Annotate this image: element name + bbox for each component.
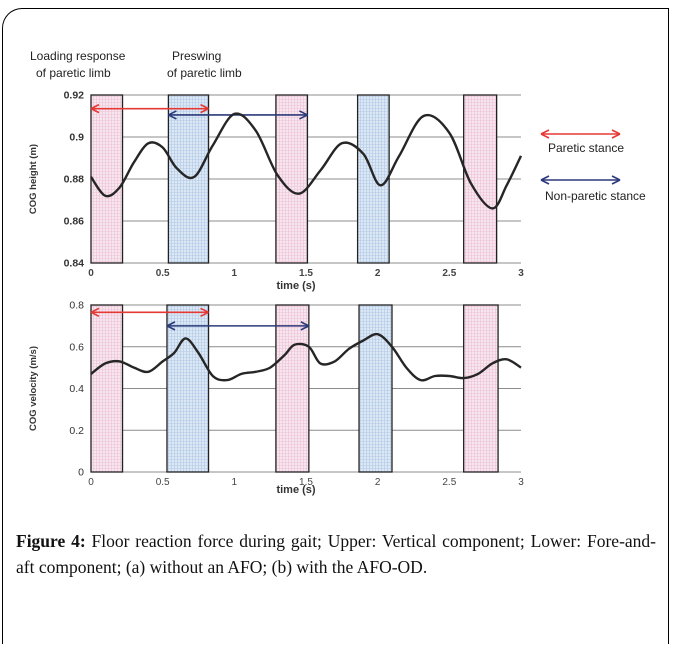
x-tick-label: 1 [232, 477, 238, 488]
y-tick-label: 0.88 [64, 174, 85, 186]
nonparetic-stance-arrow-head-right [299, 110, 308, 120]
x-tick-label: 2 [375, 477, 381, 488]
paretic-stance-arrow-head-right [200, 103, 209, 114]
x-tick-label: 3 [518, 268, 524, 279]
nonparetic-stance-arrow-head-left [166, 321, 176, 331]
y-tick-label: 0.6 [69, 341, 84, 353]
figure-panel [2, 8, 669, 644]
x-tick-label: 0 [88, 477, 94, 488]
y-tick-label: 0.84 [64, 258, 85, 270]
legend-paretic-head-right [611, 129, 621, 139]
series-line [90, 112, 523, 210]
figure-caption: Figure 4: Floor reaction force during ga… [16, 528, 656, 580]
series-line [90, 332, 522, 382]
nonparetic-stance-arrow [168, 110, 308, 120]
figure-chart: 0.84 0.86 0.88 0.9 0.92 0 0.5 1 1.5 2 2.5 3 time (s)… [28, 49, 646, 497]
loading-phase-band [90, 94, 124, 264]
legend-nonparetic-arrow [540, 175, 621, 185]
legend-paretic-head-left [540, 129, 550, 139]
y-tick-label: 0.92 [64, 90, 85, 102]
preswing-phase-band [166, 304, 210, 473]
legend-paretic-label: Paretic stance [548, 141, 624, 155]
caption-label: Figure 4: [16, 531, 86, 551]
legend: Paretic stance Non-paretic stance [540, 129, 646, 203]
x-axis-label: time (s) [276, 280, 315, 292]
y-tick-label: 0 [78, 467, 84, 479]
preswing-phase-band [167, 94, 210, 264]
x-tick-label: 1 [232, 268, 238, 279]
legend-nonparetic-label: Non-paretic stance [545, 189, 646, 203]
y-axis-label: COG height (m) [28, 144, 39, 214]
x-tick-label: 0 [88, 268, 94, 279]
paretic-stance-arrow [90, 103, 209, 114]
loading-phase-band [463, 304, 499, 473]
caption-text: Floor reaction force during gait; Upper:… [16, 531, 656, 577]
loading-response-label-line1: Loading response [30, 49, 126, 63]
legend-nonparetic-head-right [611, 175, 621, 185]
y-tick-label: 0.86 [64, 216, 85, 228]
y-tick-label: 0.2 [69, 425, 84, 437]
x-tick-label: 2.5 [442, 477, 456, 488]
y-tick-label: 0.4 [69, 383, 84, 395]
legend-nonparetic-head-left [540, 175, 550, 185]
preswing-phase-band [358, 304, 393, 473]
x-tick-label: 2 [375, 268, 381, 279]
paretic-stance-arrow-head-right [200, 307, 209, 318]
loading-phase-band [275, 304, 310, 473]
x-tick-label: 3 [518, 477, 524, 488]
nonparetic-stance-arrow-head-right [300, 321, 310, 331]
paretic-stance-arrow [90, 307, 209, 318]
x-tick-label: 1.5 [299, 477, 313, 488]
x-tick-label: 1.5 [299, 268, 313, 279]
x-tick-label: 0.5 [156, 477, 170, 488]
x-tick-label: 0.5 [156, 268, 170, 279]
x-axis-label: time (s) [276, 484, 315, 496]
x-tick-label: 2.5 [442, 268, 456, 279]
loading-response-label-line2: of paretic limb [36, 66, 111, 80]
preswing-label-line2: of paretic limb [167, 66, 242, 80]
preswing-label-line1: Preswing [172, 49, 221, 63]
preswing-phase-band [356, 94, 390, 264]
y-axis-label: COG velocity (m/s) [28, 346, 39, 431]
legend-paretic-arrow [540, 129, 621, 139]
loading-phase-band [90, 304, 124, 473]
nonparetic-stance-arrow-head-left [168, 110, 177, 120]
paretic-stance-arrow-head-left [90, 103, 100, 114]
nonparetic-stance-arrow [166, 321, 310, 331]
cog-velocity-chart: 0 0.2 0.4 0.6 0.8 0 0.5 1 1.5 2 2.5 3 time (s) COG ve… [28, 300, 524, 497]
cog-height-chart: 0.84 0.86 0.88 0.9 0.92 0 0.5 1 1.5 2 2.5 3 time (s)… [28, 90, 524, 293]
y-tick-label: 0.8 [69, 300, 84, 312]
paretic-stance-arrow-head-left [90, 307, 100, 318]
y-tick-label: 0.9 [69, 132, 84, 144]
loading-phase-band [463, 94, 498, 264]
